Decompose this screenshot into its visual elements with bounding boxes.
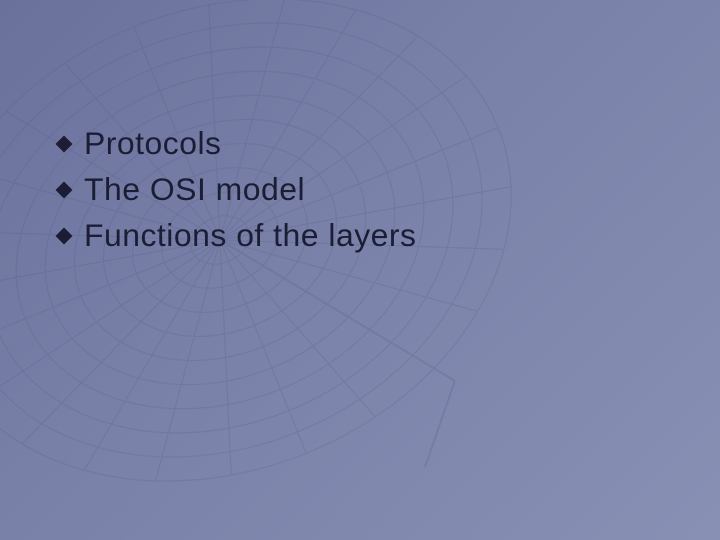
bullet-text: Protocols (84, 125, 222, 162)
bullet-list: Protocols The OSI model Functions of the… (58, 122, 417, 260)
diamond-bullet-icon (56, 136, 73, 153)
list-item: Functions of the layers (58, 214, 417, 256)
diamond-bullet-icon (56, 182, 73, 199)
bullet-text: The OSI model (84, 171, 305, 208)
list-item: The OSI model (58, 168, 417, 210)
diamond-bullet-icon (56, 228, 73, 245)
satellite-dish-decoration (0, 0, 580, 540)
list-item: Protocols (58, 122, 417, 164)
slide: Protocols The OSI model Functions of the… (0, 0, 720, 540)
bullet-text: Functions of the layers (84, 217, 417, 254)
